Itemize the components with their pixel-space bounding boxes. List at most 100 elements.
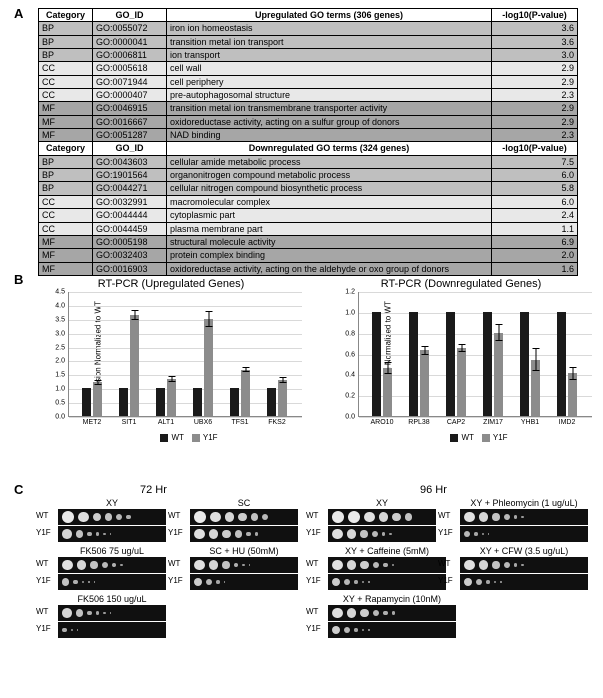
assay-title: XY + Rapamycin (10nM) [328,594,456,604]
colony-spot [504,514,510,520]
assay-strip: Y1F [58,574,166,590]
table-row: MFGO:0046915transition metal ion transme… [39,102,578,115]
time-72hr-label: 72 Hr [140,484,167,496]
assay-title: SC + HU (50mM) [190,546,298,556]
strain-label: Y1F [36,624,51,633]
bar-y1f [204,319,213,416]
colony-spot [105,513,112,520]
x-axis-label: MET2 [77,419,107,426]
assay-strip: Y1F [460,526,588,542]
assay-block: XYWTY1F [328,498,436,543]
bar-y1f [167,379,176,416]
assay-title: FK506 75 ug/uL [58,546,166,556]
colony-spot [347,529,357,539]
colony-spot [332,608,343,619]
bar-wt [483,312,492,416]
bar-wt [372,312,381,416]
bar-group [80,292,106,416]
x-axis-label: RPL38 [404,419,434,426]
colony-spot [62,529,72,539]
colony-spot [354,580,358,584]
bar-group [228,292,254,416]
colony-spot [379,512,389,522]
assay-block: XY + Caffeine (5mM)WTY1F [328,546,446,591]
table-header: -log10(P-value) [492,142,578,155]
bar-wt [409,312,418,416]
colony-spot [210,512,221,523]
assay-strip: WT [460,557,588,573]
colony-spot [225,512,235,522]
colony-spot [126,515,131,520]
assay-strip: WT [58,605,166,621]
colony-spot [332,626,340,634]
bar-group [370,292,396,416]
colony-spot [360,530,367,537]
bar-y1f [130,315,139,416]
colony-spot [246,532,251,537]
assay-block: FK506 75 ug/uLWTY1F [58,546,166,591]
colony-spot [87,532,92,537]
table-row: CCGO:0032991macromolecular complex6.0 [39,195,578,208]
table-row: BPGO:1901564organonitrogen compound meta… [39,169,578,182]
colony-spot [62,560,73,571]
table-row: CCGO:0044444cytoplasmic part2.4 [39,209,578,222]
colony-spot [360,609,368,617]
assay-block: XY + Phleomycin (1 ug/uL)WTY1F [460,498,588,543]
strain-label: WT [168,559,180,568]
colony-spot [88,581,89,582]
chart-up-title: RT-PCR (Upregulated Genes) [40,278,302,290]
colony-spot [73,580,78,585]
assay-strip: Y1F [460,574,588,590]
bar-group [407,292,433,416]
table-header: GO_ID [93,142,167,155]
colony-spot [464,578,472,586]
assay-title: XY [58,498,166,508]
colony-spot [344,579,350,585]
table-header: -log10(P-value) [492,9,578,22]
table-row: MFGO:0051287NAD binding2.3 [39,129,578,142]
assay-block: FK506 150 ug/uLWTY1F [58,594,166,639]
table-row: CCGO:0000407pre-autophagosomal structure… [39,89,578,102]
legend-label: Y1F [493,433,508,442]
bar-y1f [568,373,577,416]
table-header: GO_ID [93,9,167,22]
strain-label: Y1F [306,528,321,537]
bar-wt [230,388,239,416]
table-header: Upregulated GO terms (306 genes) [167,9,492,22]
colony-spot [492,561,499,568]
assay-strip: WT [190,509,298,525]
colony-spot [362,629,364,631]
strain-label: WT [438,511,450,520]
colony-spot [71,629,73,631]
colony-spot [383,563,388,568]
colony-spot [96,611,100,615]
bar-wt [557,312,566,416]
colony-spot [392,611,396,615]
assay-strip: Y1F [190,574,298,590]
bar-y1f [494,333,503,416]
assay-strip: WT [58,557,166,573]
table-row: MFGO:0016667oxidoreductase activity, act… [39,115,578,128]
colony-spot [116,514,122,520]
chart-down-xlabels: ARO10RPL38CAP2ZIM17YHB1IMD2 [358,417,592,431]
colony-spot [348,511,360,523]
colony-spot [372,531,378,537]
assay-title: XY + CFW (3.5 ug/uL) [460,546,588,556]
legend-label: Y1F [203,433,218,442]
colony-spot [383,611,388,616]
table-header: Category [39,142,93,155]
bar-y1f [420,350,429,416]
colony-spot [514,563,518,567]
colony-spot [76,609,83,616]
colony-spot [102,562,108,568]
x-axis-label: FKS2 [262,419,292,426]
colony-spot [77,560,87,570]
colony-spot [62,608,72,618]
bar-wt [193,388,202,416]
colony-spot [332,529,343,540]
colony-spot [332,511,344,523]
chart-up-legend: WTY1F [68,433,302,442]
strain-label: WT [306,559,318,568]
colony-spot [242,564,244,566]
colony-spot [474,532,478,536]
